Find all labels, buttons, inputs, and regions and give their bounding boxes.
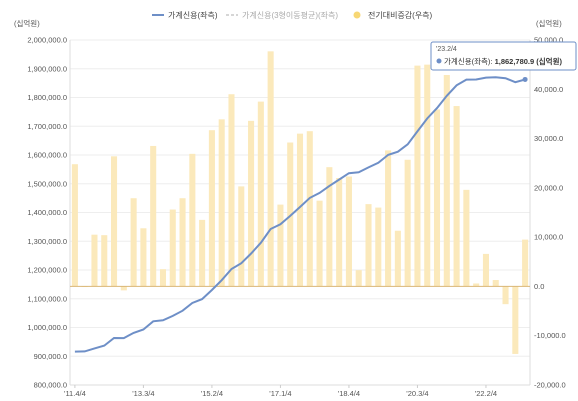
bar	[71, 164, 78, 287]
bar	[169, 209, 176, 287]
bar	[267, 51, 274, 287]
bar	[111, 156, 118, 287]
bar	[257, 101, 264, 287]
left-tick-label: 1,000,000.0	[27, 323, 67, 332]
tooltip-series-label: 가계신용(좌측): 1,862,780.9 (십억원)	[444, 56, 562, 66]
bar	[218, 119, 225, 287]
left-tick-label: 1,700,000.0	[27, 122, 67, 131]
left-tick-label: 1,900,000.0	[27, 64, 67, 73]
right-tick-label: -10,000.0	[534, 331, 566, 340]
x-tick-label: '18.4/4	[338, 389, 360, 398]
bar	[326, 167, 333, 287]
bar	[120, 286, 127, 291]
bar	[385, 150, 392, 287]
bar	[150, 145, 157, 287]
left-tick-label: 1,100,000.0	[27, 294, 67, 303]
legend: 가계신용(좌측) 가계신용(3형이동평균)(좌측) 전기대비증감(우측)	[152, 10, 433, 20]
hover-point	[522, 76, 528, 82]
left-tick-label: 1,500,000.0	[27, 179, 67, 188]
legend-label: 전기대비증감(우측)	[368, 10, 433, 20]
x-tick-label: '15.2/4	[201, 389, 223, 398]
bar	[316, 200, 323, 287]
bar	[199, 219, 206, 287]
x-tick-label: '17.1/4	[269, 389, 291, 398]
right-tick-label: 10,000.0	[534, 233, 563, 242]
bar	[492, 280, 499, 287]
right-axis: -20,000.0 -10,000.0 0.0 10,000.0 20,000.0 30,…	[534, 36, 566, 390]
right-tick-label: 20,000.0	[534, 183, 563, 192]
right-tick-label: 40,000.0	[534, 85, 563, 94]
bar	[130, 198, 137, 287]
left-axis-unit: (십억원)	[14, 19, 40, 28]
legend-dot-icon	[353, 11, 361, 19]
bar	[522, 239, 529, 287]
bar	[355, 270, 362, 287]
bar	[502, 286, 509, 305]
bar	[443, 74, 450, 287]
bar	[140, 228, 147, 287]
bar	[365, 204, 372, 287]
tooltip-series-name: 가계신용(좌측):	[444, 56, 495, 66]
bar	[208, 130, 215, 287]
bar	[394, 230, 401, 287]
left-tick-label: 1,400,000.0	[27, 208, 67, 217]
x-tick-label: '20.3/4	[406, 389, 428, 398]
bar	[91, 234, 98, 287]
bar	[424, 64, 431, 287]
bar	[414, 65, 421, 287]
bar	[433, 109, 441, 287]
bar	[248, 120, 255, 287]
tooltip-box	[430, 41, 577, 71]
left-axis: 800,000.0 900,000.0 1,000,000.0 1,100,000.0…	[27, 36, 67, 390]
tooltip: '23.2/4 가계신용(좌측): 1,862,780.9 (십억원)	[430, 41, 577, 71]
bar	[101, 235, 108, 287]
left-tick-label: 1,800,000.0	[27, 93, 67, 102]
bar	[473, 283, 480, 287]
bar	[453, 106, 460, 287]
legend-label: 가계신용(좌측)	[168, 10, 218, 20]
tooltip-date: '23.2/4	[436, 46, 457, 53]
right-tick-label: 0.0	[534, 282, 544, 291]
bar	[463, 189, 470, 287]
legend-label: 가계신용(3형이동평균)(좌측)	[242, 10, 338, 20]
bar	[336, 178, 343, 287]
bar	[228, 94, 235, 287]
left-tick-label: 900,000.0	[34, 352, 67, 361]
x-tick-label: '11.4/4	[64, 389, 86, 398]
bar	[238, 186, 245, 287]
bar	[512, 286, 519, 354]
x-tick-label: '22.2/4	[475, 389, 497, 398]
bar	[375, 207, 382, 287]
left-tick-label: 1,600,000.0	[27, 151, 67, 160]
left-tick-label: 1,200,000.0	[27, 266, 67, 275]
bar	[159, 269, 167, 287]
x-axis: '11.4/4 '13.3/4 '15.2/4 '17.1/4 '18.4/4 '20.3…	[64, 385, 497, 398]
bar	[189, 153, 196, 287]
bar	[404, 159, 411, 287]
x-tick-label: '13.3/4	[132, 389, 154, 398]
bar	[277, 204, 284, 287]
left-tick-label: 800,000.0	[34, 381, 67, 390]
bar	[287, 142, 294, 287]
bar	[179, 198, 186, 287]
left-tick-label: 1,300,000.0	[27, 237, 67, 246]
left-tick-label: 2,000,000.0	[27, 36, 67, 45]
tooltip-value: 1,862,780.9 (십억원)	[495, 56, 563, 66]
tooltip-marker-icon	[436, 58, 442, 64]
right-tick-label: 50,000.0	[534, 36, 563, 45]
bar	[345, 176, 352, 287]
right-tick-label: -20,000.0	[534, 381, 566, 390]
line-series-household-credit	[74, 76, 526, 353]
bar	[306, 131, 313, 287]
bar	[482, 253, 489, 287]
bar	[296, 133, 304, 287]
right-axis-unit: (십억원)	[536, 19, 562, 28]
right-tick-label: 30,000.0	[534, 134, 563, 143]
bar-series-change	[71, 51, 529, 354]
